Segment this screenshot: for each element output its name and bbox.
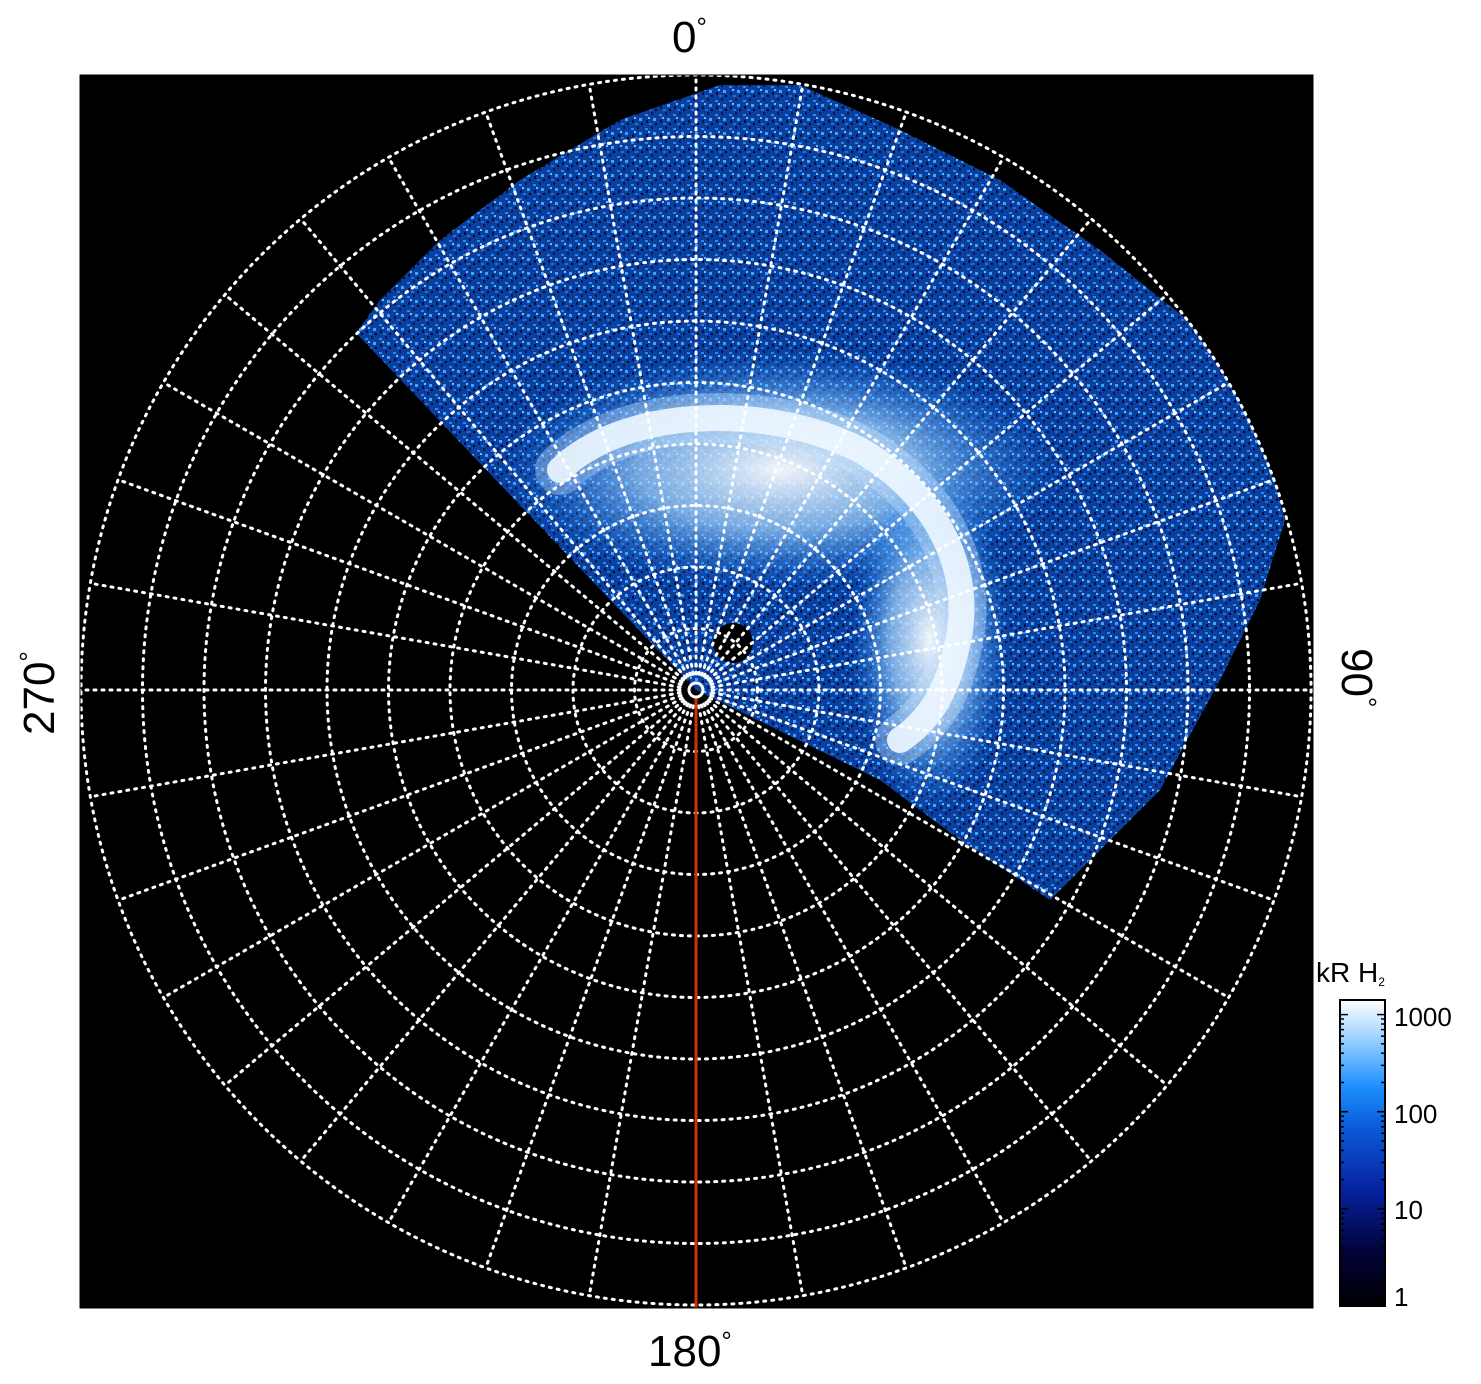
grid-spoke (484, 110, 692, 677)
grid-spoke (116, 478, 683, 686)
grid-spoke (709, 694, 1276, 902)
grid-spoke (697, 704, 805, 1298)
grid-spoke (704, 217, 1093, 680)
grid-spoke (484, 703, 692, 1270)
colorbar-tick-label: 1 (1394, 1282, 1409, 1312)
grid-spoke (700, 703, 908, 1270)
grid-spoke (706, 698, 1169, 1087)
grid-spoke (700, 110, 908, 677)
azimuth-label-90: 90° (1332, 648, 1382, 708)
grid-spoke (161, 381, 684, 684)
grid-spoke (587, 82, 695, 676)
colorbar-title: kR H2 (1316, 957, 1385, 989)
colorbar-tick-label: 100 (1394, 1099, 1438, 1129)
grid-spoke (704, 700, 1093, 1163)
grid-spoke (706, 293, 1169, 682)
azimuth-label-270: 270° (14, 651, 64, 735)
main-auroral-oval (547, 405, 975, 753)
grid-spoke (299, 217, 688, 680)
colorbar-gradient (1339, 999, 1386, 1307)
grid-spoke (708, 381, 1231, 684)
grid-spoke (88, 581, 682, 689)
grid-spoke (708, 696, 1231, 999)
grid-spoke (223, 293, 686, 682)
azimuth-label-180: 180° (648, 1326, 732, 1376)
grid-spoke (702, 155, 1005, 678)
grid-spoke (387, 702, 690, 1225)
grid-spoke (116, 694, 683, 902)
grid-spoke (387, 155, 690, 678)
azimuth-label-0: 0° (672, 12, 707, 62)
colorbar-tick-label: 10 (1394, 1195, 1423, 1225)
grid-spoke (702, 702, 1005, 1225)
colorbar-tick-label: 1000 (1394, 1002, 1452, 1032)
grid-spoke (223, 698, 686, 1087)
grid-spoke (299, 700, 688, 1163)
grid-spoke (710, 691, 1304, 799)
pole-marker (687, 681, 705, 699)
colorbar-ticks (1340, 1013, 1385, 1307)
grid-spoke (587, 704, 695, 1298)
grid-spoke (697, 82, 805, 676)
plot-frame (79, 74, 1314, 1309)
grid-spoke (709, 478, 1276, 686)
grid-ring (202, 196, 1190, 1184)
grid-spoke (161, 696, 684, 999)
grid-spoke (88, 691, 682, 799)
grid-spoke (710, 581, 1304, 689)
